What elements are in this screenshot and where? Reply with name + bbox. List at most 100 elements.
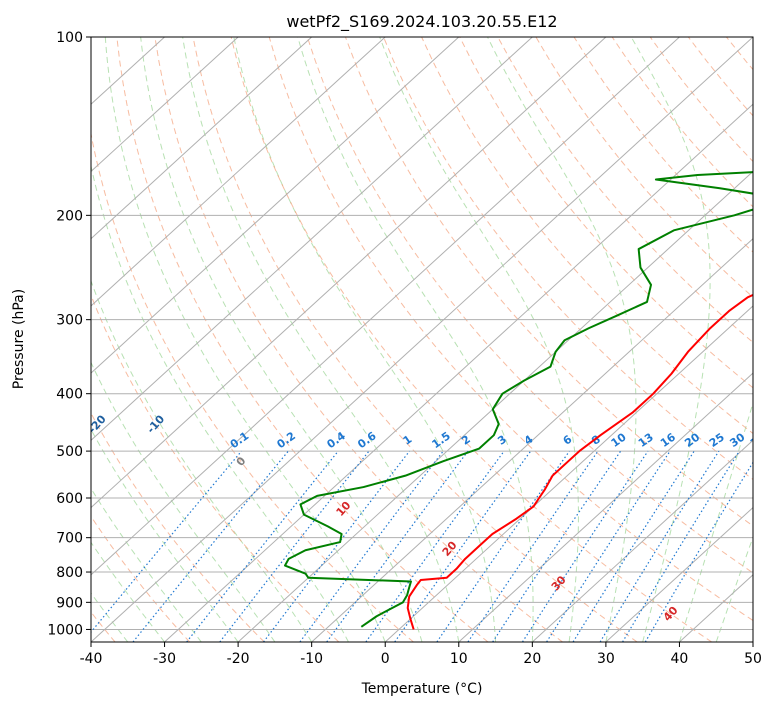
y-tick-label: 100 <box>56 30 83 46</box>
dry-adiabat <box>726 37 753 71</box>
x-tick-label: 0 <box>381 651 390 667</box>
x-tick-label: 30 <box>597 651 615 667</box>
mixing-ratio-label: 2 <box>459 433 473 448</box>
moist-adiabat <box>630 37 711 642</box>
mixing-ratio-label: 0.2 <box>275 429 298 451</box>
isotherm <box>91 37 753 642</box>
line-labels: 0.10.20.40.611.52346810131620253036-100-… <box>86 412 768 624</box>
dry-adiabat-label: 20 <box>440 539 460 559</box>
dry-adiabat-label: 10 <box>334 499 354 519</box>
x-tick-label: 20 <box>523 651 541 667</box>
isotherm <box>311 237 753 642</box>
mixing-ratio-label: 1 <box>401 433 415 448</box>
dry-adiabat <box>91 515 191 642</box>
dry-adiabat <box>192 37 638 642</box>
mixing-ratio-line <box>219 450 370 642</box>
y-tick-label: 500 <box>56 444 83 460</box>
moist-adiabat <box>182 37 460 642</box>
mixing-ratio-label: 10 <box>609 430 629 450</box>
mixing-ratio-label: 1.5 <box>429 429 452 451</box>
y-tick-label: 900 <box>56 595 83 611</box>
dry-adiabat-label: -20 <box>86 412 109 436</box>
mixing-ratio-line <box>599 450 720 642</box>
mixing-ratio-line <box>186 450 339 642</box>
moist-adiabat <box>91 163 349 642</box>
mixing-ratio-label: 3 <box>495 433 509 448</box>
isotherm <box>91 37 680 576</box>
mixing-ratio-label: 0.1 <box>228 429 251 451</box>
y-tick-label: 700 <box>56 531 83 547</box>
x-axis: -40 -30 -20 -10 0 10 20 30 40 50 <box>80 642 762 667</box>
mixing-ratio-line <box>622 450 740 642</box>
moist-adiabat <box>91 592 129 642</box>
x-tick-label: 40 <box>671 651 689 667</box>
x-tick-label: -30 <box>153 651 176 667</box>
dry-adiabat <box>91 131 414 642</box>
mixing-ratio-label: 0.4 <box>324 429 348 451</box>
x-tick-label: 10 <box>450 651 468 667</box>
mixing-ratio-label: 25 <box>707 431 727 450</box>
mixing-ratio-label: 36 <box>748 430 768 450</box>
mixing-ratio-line <box>263 450 411 642</box>
y-tick-label: 1000 <box>47 622 83 638</box>
isotherm <box>531 439 753 642</box>
mixing-ratio-label: 13 <box>636 431 656 450</box>
moist-adiabat <box>752 640 753 642</box>
mixing-ratio-label: 20 <box>682 430 702 450</box>
moist-adiabat <box>104 37 386 642</box>
isotherm <box>384 305 753 642</box>
mixing-ratio-label: 6 <box>561 433 575 448</box>
moist-adiabat <box>91 541 165 642</box>
mixing-ratio-line <box>326 450 469 642</box>
dry-adiabat <box>611 37 753 208</box>
mixing-ratio-label: 4 <box>522 433 536 448</box>
chart-title: wetPf2_S169.2024.103.20.55.E12 <box>286 12 557 32</box>
y-axis-label: Pressure (hPa) <box>11 289 27 389</box>
y-tick-label: 200 <box>56 208 83 224</box>
moist-adiabat <box>678 401 753 642</box>
isotherm <box>605 506 753 642</box>
data-series <box>284 171 753 630</box>
isotherm <box>91 37 533 442</box>
dry-adiabat-label: 40 <box>661 604 681 624</box>
dry-adiabat <box>268 37 753 622</box>
x-tick-label: -40 <box>80 651 103 667</box>
x-tick-label: -10 <box>300 651 323 667</box>
mixing-ratio-line <box>299 450 444 642</box>
y-tick-label: 300 <box>56 313 83 329</box>
y-tick-label: 400 <box>56 387 83 403</box>
isotherm <box>91 37 386 307</box>
mixing-ratio-label: 30 <box>727 430 747 450</box>
moist-adiabat <box>91 428 239 642</box>
dry-adiabat-label: 0 <box>234 454 249 469</box>
isotherm <box>91 37 239 173</box>
background-lines <box>91 37 775 642</box>
dry-adiabat <box>535 37 753 298</box>
mixing-ratio-label: 16 <box>658 430 678 450</box>
dry-adiabat <box>649 37 753 163</box>
moist-adiabat <box>233 37 497 642</box>
dry-adiabat <box>497 37 753 344</box>
mixing-ratio-line <box>492 450 622 642</box>
temperature-line <box>406 293 753 630</box>
moist-adiabat <box>715 535 753 642</box>
dry-adiabat-label: -10 <box>144 412 167 436</box>
x-axis-label: Temperature (°C) <box>361 681 483 697</box>
x-tick-label: 50 <box>744 651 762 667</box>
isotherm <box>91 37 607 509</box>
dry-adiabat <box>116 37 489 642</box>
dry-adiabat <box>765 37 775 642</box>
dewpoint-line <box>284 171 753 628</box>
isotherm <box>752 641 753 642</box>
moist-adiabat <box>91 487 202 642</box>
mixing-ratio-line <box>91 450 242 634</box>
dry-adiabat <box>344 37 753 527</box>
mixing-ratio-line <box>572 450 695 642</box>
plot-frame <box>90 36 754 643</box>
moist-adiabat <box>91 279 313 642</box>
moist-adiabat <box>140 37 423 642</box>
dry-adiabat <box>154 37 563 642</box>
dry-adiabat <box>306 37 753 574</box>
dry-adiabat <box>91 412 265 642</box>
mixing-ratio-line <box>365 450 505 642</box>
